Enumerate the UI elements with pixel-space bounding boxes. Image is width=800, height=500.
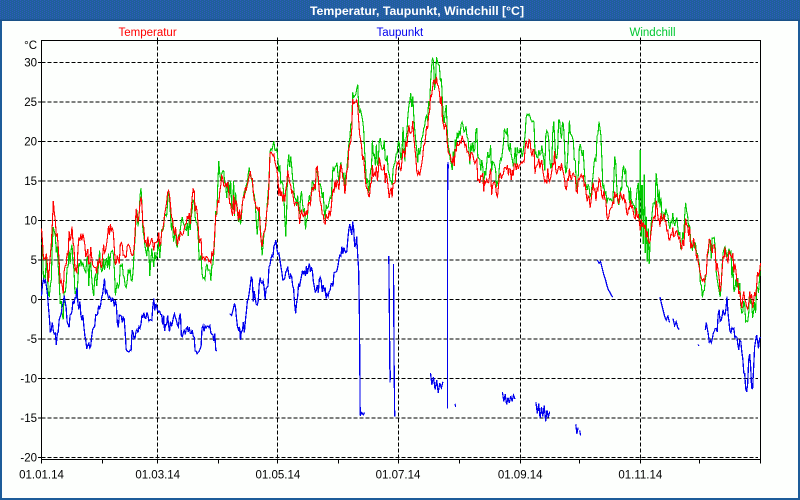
svg-text:01.07.14: 01.07.14 <box>376 470 421 482</box>
svg-text:20: 20 <box>24 137 37 149</box>
svg-text:01.05.14: 01.05.14 <box>256 470 301 482</box>
svg-text:01.11.14: 01.11.14 <box>618 470 663 482</box>
svg-text:-20: -20 <box>20 453 37 465</box>
svg-text:10: 10 <box>24 216 37 228</box>
svg-text:15: 15 <box>24 176 37 188</box>
svg-text:-10: -10 <box>20 374 37 386</box>
svg-text:0: 0 <box>31 295 37 307</box>
svg-text:25: 25 <box>24 97 37 109</box>
svg-text:01.09.14: 01.09.14 <box>498 470 543 482</box>
svg-text:5: 5 <box>31 255 37 267</box>
svg-text:01.03.14: 01.03.14 <box>135 470 180 482</box>
svg-text:-15: -15 <box>20 413 37 425</box>
svg-text:30: 30 <box>24 58 37 70</box>
svg-text:-5: -5 <box>27 334 37 346</box>
svg-text:°C: °C <box>24 40 37 52</box>
svg-text:01.01.14: 01.01.14 <box>19 470 64 482</box>
